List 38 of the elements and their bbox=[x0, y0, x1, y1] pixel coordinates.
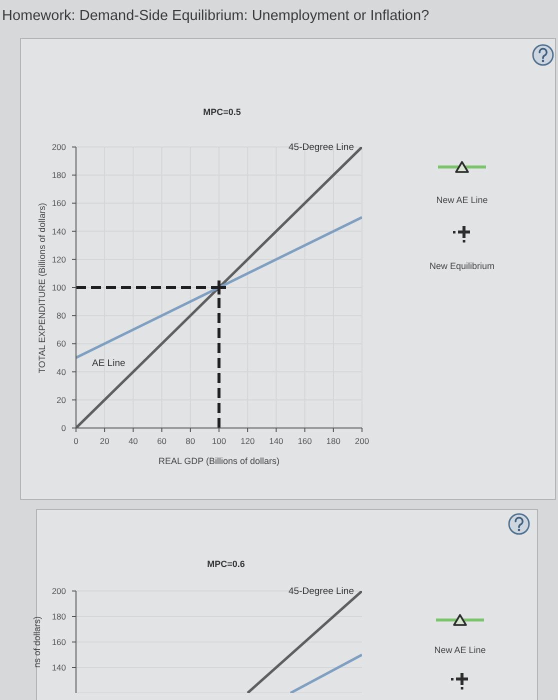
text: New Equilibrium bbox=[428, 260, 496, 272]
y-tick-label: 100 bbox=[52, 282, 66, 293]
y-tick-label: 160 bbox=[52, 198, 66, 208]
x-tick-label: 0 bbox=[74, 436, 79, 446]
x-tick-label: 20 bbox=[100, 436, 110, 446]
x-tick-label: 40 bbox=[128, 436, 138, 446]
x-tick-label: 60 bbox=[157, 436, 167, 446]
y-tick-label: 140 bbox=[52, 226, 66, 236]
y-tick-label: 180 bbox=[52, 612, 66, 622]
y-axis-title: TOTAL EXPENDITURE (Billions of dollars) bbox=[37, 202, 47, 373]
y-tick-label: 180 bbox=[52, 170, 66, 180]
series-label: AE Line bbox=[92, 358, 126, 369]
text: New AE Line bbox=[435, 194, 489, 206]
y-tick-label: 140 bbox=[52, 662, 66, 673]
x-axis-title: REAL GDP (Billions of dollars) bbox=[158, 456, 280, 466]
chart-title: MPC=0.6 bbox=[206, 558, 246, 570]
series-label: 45-Degree Line bbox=[288, 142, 354, 153]
y-tick-label: 20 bbox=[56, 394, 66, 405]
y-axis-title: ns of dollars) bbox=[32, 616, 42, 668]
y-tick-label: 80 bbox=[56, 310, 66, 321]
text: New AE Line bbox=[433, 644, 487, 656]
x-tick-label: 100 bbox=[212, 436, 226, 446]
y-tick-label: 120 bbox=[52, 254, 66, 264]
x-tick-label: 120 bbox=[240, 436, 255, 446]
y-tick-label: 160 bbox=[52, 637, 66, 648]
y-tick-label: 60 bbox=[56, 338, 66, 349]
x-tick-label: 180 bbox=[326, 436, 341, 446]
chart-subtitle: MPC=0.5 bbox=[202, 106, 242, 118]
y-tick-label: 40 bbox=[56, 366, 66, 377]
x-tick-label: 140 bbox=[269, 436, 284, 446]
series-label: 45-Degree Line bbox=[288, 586, 354, 597]
y-tick-label: 200 bbox=[52, 586, 66, 596]
x-tick-label: 200 bbox=[354, 436, 370, 446]
y-tick-label: 0 bbox=[61, 423, 66, 434]
x-tick-label: 80 bbox=[186, 436, 196, 446]
chart-title: Homework: Demand-Side Equilibrium: Unemployment or Inflation? bbox=[2, 8, 430, 24]
x-tick-label: 160 bbox=[298, 436, 312, 446]
y-tick-label: 200 bbox=[52, 142, 66, 152]
